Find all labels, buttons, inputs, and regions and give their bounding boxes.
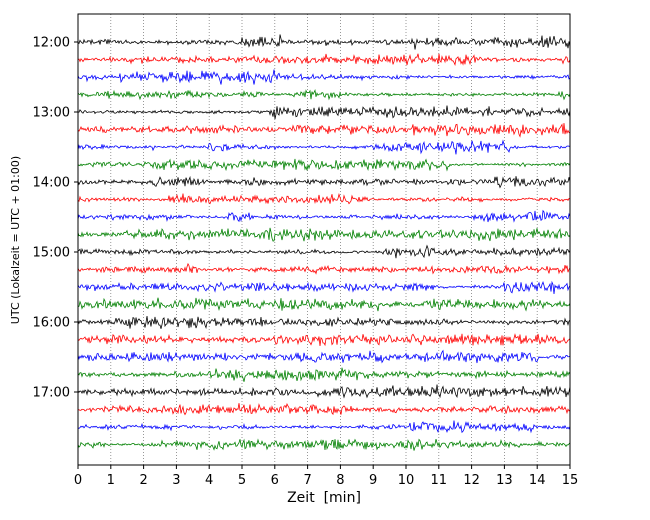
seismogram-trace-13:00 bbox=[77, 105, 571, 120]
x-tick-label: 7 bbox=[303, 473, 311, 488]
seismogram-trace-17:30 bbox=[77, 420, 571, 434]
seismogram-trace-17:45 bbox=[77, 438, 571, 451]
seismogram-trace-14:30 bbox=[77, 209, 571, 223]
seismogram-trace-16:00 bbox=[77, 315, 571, 329]
seismogram-trace-17:15 bbox=[77, 403, 571, 416]
y-tick-label: 13:00 bbox=[33, 106, 70, 121]
x-tick-label: 0 bbox=[74, 473, 82, 488]
seismogram-trace-13:15 bbox=[77, 123, 571, 138]
seismogram-trace-14:00 bbox=[77, 175, 571, 189]
x-tick-label: 13 bbox=[496, 473, 513, 488]
x-tick-label: 10 bbox=[398, 473, 415, 488]
y-axis-label: UTC (Lokalzeit = UTC + 01:00) bbox=[9, 155, 22, 325]
seismogram-trace-15:15 bbox=[77, 262, 571, 275]
seismogram-trace-13:30 bbox=[77, 139, 571, 155]
x-tick-label: 15 bbox=[562, 473, 579, 488]
seismogram-trace-16:45 bbox=[77, 367, 571, 382]
x-tick-label: 1 bbox=[107, 473, 115, 488]
seismogram-trace-15:00 bbox=[77, 244, 571, 259]
seismogram-trace-13:45 bbox=[77, 158, 571, 172]
seismogram-trace-14:45 bbox=[77, 227, 571, 242]
x-tick-label: 12 bbox=[463, 473, 480, 488]
y-tick-label: 15:00 bbox=[33, 246, 70, 261]
y-tick-label: 14:00 bbox=[33, 176, 70, 191]
seismogram-trace-15:30 bbox=[77, 280, 571, 294]
y-tick-label: 17:00 bbox=[33, 386, 70, 401]
y-tick-label: 16:00 bbox=[33, 316, 70, 331]
seismogram-trace-12:30 bbox=[77, 69, 571, 85]
x-tick-label: 6 bbox=[271, 473, 279, 488]
x-tick-label: 9 bbox=[369, 473, 377, 488]
x-axis-label: Zeit [min] bbox=[287, 490, 361, 506]
seismogram-trace-12:15 bbox=[77, 53, 571, 66]
x-tick-label: 3 bbox=[172, 473, 180, 488]
x-tick-label: 11 bbox=[431, 473, 448, 488]
x-tick-label: 4 bbox=[205, 473, 213, 488]
seismogram-trace-12:45 bbox=[77, 89, 571, 101]
plot-frame bbox=[77, 13, 571, 466]
x-tick-label: 8 bbox=[336, 473, 344, 488]
x-tick-label: 5 bbox=[238, 473, 246, 488]
seismogram-trace-12:00 bbox=[77, 34, 571, 50]
seismogram-trace-15:45 bbox=[77, 297, 571, 312]
x-tick-label: 14 bbox=[529, 473, 546, 488]
seismogram-trace-16:30 bbox=[77, 349, 571, 364]
y-tick-label: 12:00 bbox=[33, 36, 70, 51]
seismogram-trace-14:15 bbox=[77, 193, 571, 205]
seismogram-trace-17:00 bbox=[77, 384, 571, 399]
x-tick-label: 2 bbox=[139, 473, 147, 488]
seismogram-trace-16:15 bbox=[77, 333, 571, 347]
